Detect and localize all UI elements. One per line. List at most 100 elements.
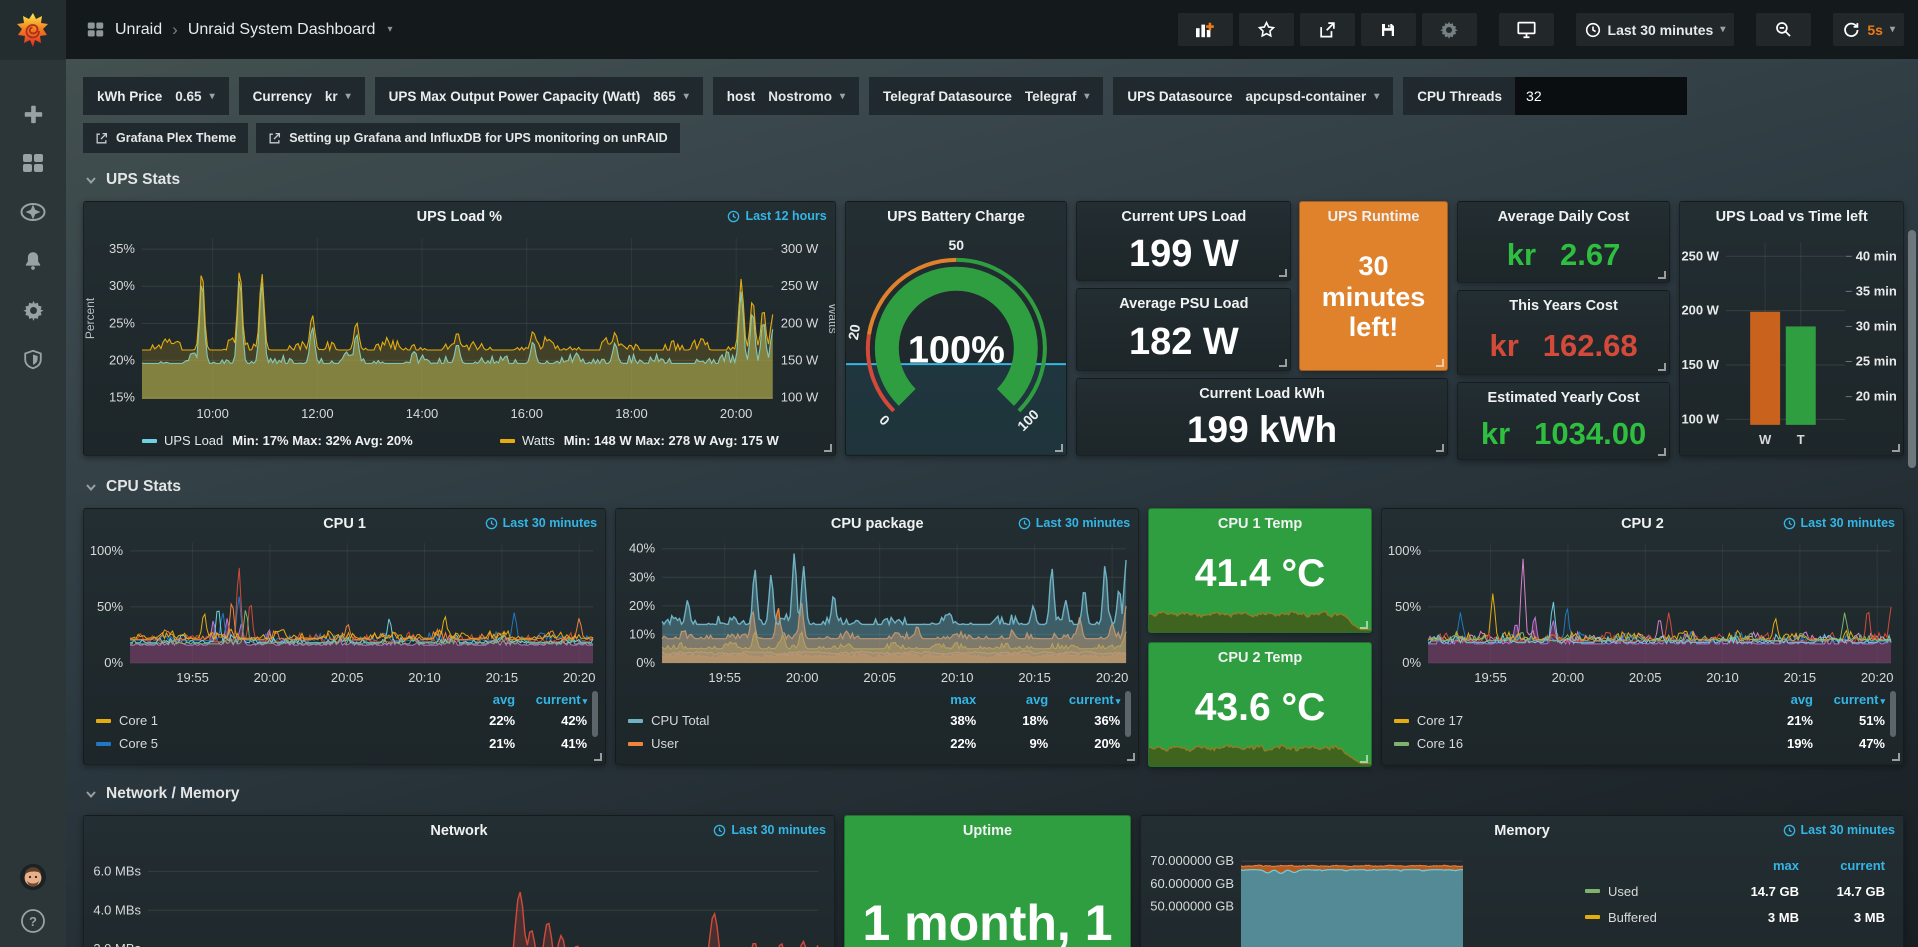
network-chart[interactable]: 6.0 MBs 4.0 MBs 2.0 MBs bbox=[84, 842, 834, 947]
time-picker-button[interactable]: Last 30 minutes ▾ bbox=[1575, 13, 1735, 46]
panel-title[interactable]: CPU 2 Temp bbox=[1217, 650, 1303, 666]
panel-title[interactable]: CPU 2 bbox=[1621, 516, 1664, 532]
server-admin-shield-icon[interactable] bbox=[19, 345, 47, 373]
panel-time-override[interactable]: Last 30 minutes bbox=[1783, 823, 1895, 837]
share-dashboard-button[interactable] bbox=[1299, 13, 1355, 46]
legend-series-name[interactable]: CPU Total bbox=[628, 713, 904, 728]
legend-sort-column[interactable]: max bbox=[1772, 857, 1799, 873]
panel-title[interactable]: Estimated Yearly Cost bbox=[1487, 390, 1640, 406]
settings-gear-icon[interactable] bbox=[19, 296, 47, 324]
panel-title[interactable]: CPU 1 bbox=[323, 516, 366, 532]
star-dashboard-button[interactable] bbox=[1238, 13, 1294, 46]
dashboard-dropdown-caret[interactable]: ▾ bbox=[387, 24, 393, 35]
svg-text:300 W: 300 W bbox=[781, 241, 819, 256]
panel-title[interactable]: UPS Battery Charge bbox=[887, 209, 1025, 225]
breadcrumb-dashboard-title[interactable]: Unraid System Dashboard bbox=[187, 20, 376, 38]
legend-scrollbar[interactable] bbox=[1890, 691, 1896, 737]
panel-title[interactable]: Average Daily Cost bbox=[1497, 209, 1630, 225]
legend-series-name[interactable]: Buffered bbox=[1584, 910, 1713, 925]
cpu1-chart[interactable]: 100% 50% 0% 19:55 20:00 20:05 20:10 20:15 20:20 bbox=[84, 535, 605, 689]
ups-load-vs-time-bars[interactable]: 250 W 200 W 150 W 100 W 40 min 35 min 30 min 25… bbox=[1680, 228, 1903, 455]
legend-sort-column[interactable]: current bbox=[1840, 857, 1885, 873]
zoom-out-button[interactable] bbox=[1756, 13, 1812, 46]
svg-text:19:55: 19:55 bbox=[1474, 670, 1507, 685]
dashboard-settings-button[interactable] bbox=[1421, 13, 1477, 46]
variable-value-dropdown[interactable]: Nostromo ▾ bbox=[768, 88, 846, 104]
dashboards-icon[interactable] bbox=[19, 149, 47, 177]
page-scrollbar[interactable] bbox=[1908, 230, 1916, 468]
cpu-package-chart[interactable]: 40% 30% 20% 10% 0% 19:55 20:00 20:05 20:10 20:15 2… bbox=[616, 535, 1138, 689]
section-header-cpu-stats[interactable]: CPU Stats bbox=[85, 478, 1904, 496]
add-panel-button[interactable] bbox=[1177, 13, 1233, 46]
legend-series-name[interactable]: Core 16 bbox=[1393, 736, 1741, 751]
panel-time-override[interactable]: Last 12 hours bbox=[727, 209, 827, 223]
svg-text:2.0 MBs: 2.0 MBs bbox=[93, 941, 141, 947]
section-header-network-memory[interactable]: Network / Memory bbox=[85, 785, 1904, 803]
dashboard-grid-icon bbox=[87, 22, 104, 37]
link-ups-monitoring-guide[interactable]: Setting up Grafana and InfluxDB for UPS … bbox=[256, 123, 680, 153]
panel-title[interactable]: CPU 1 Temp bbox=[1217, 516, 1303, 532]
legend-item[interactable]: Watts Min: 148 W Max: 278 W Avg: 175 W bbox=[499, 433, 779, 448]
refresh-interval-label[interactable]: 5s bbox=[1867, 21, 1883, 38]
panel-time-override[interactable]: Last 30 minutes bbox=[1018, 516, 1130, 530]
refresh-caret[interactable]: ▾ bbox=[1889, 24, 1895, 35]
panel-title[interactable]: Current UPS Load bbox=[1121, 209, 1247, 225]
panel-title[interactable]: Current Load kWh bbox=[1199, 386, 1325, 402]
panel-title[interactable]: UPS Load vs Time left bbox=[1715, 209, 1868, 225]
panel-title[interactable]: CPU package bbox=[830, 516, 924, 532]
panel-title[interactable]: Memory bbox=[1494, 823, 1550, 839]
legend-sort-column[interactable]: avg bbox=[1025, 691, 1049, 707]
legend-series-name[interactable]: User bbox=[628, 736, 904, 751]
memory-chart[interactable]: 70.000000 GB 60.000000 GB 50.000000 GB bbox=[1141, 842, 1903, 947]
variable-value-dropdown[interactable]: apcupsd-container ▾ bbox=[1245, 88, 1380, 104]
variable-value-dropdown[interactable]: Telegraf ▾ bbox=[1024, 88, 1090, 104]
legend-series-name[interactable]: Core 17 bbox=[1393, 713, 1741, 728]
panel-title[interactable]: Network bbox=[430, 823, 488, 839]
svg-text:200 W: 200 W bbox=[781, 315, 819, 330]
legend-sort-column[interactable]: avg bbox=[1790, 691, 1813, 707]
user-avatar[interactable] bbox=[19, 863, 47, 891]
explore-icon[interactable] bbox=[19, 198, 47, 226]
grafana-logo[interactable] bbox=[0, 0, 66, 60]
legend-scrollbar[interactable] bbox=[592, 691, 599, 737]
help-icon[interactable]: ? bbox=[19, 907, 47, 935]
svg-text:100%: 100% bbox=[1388, 543, 1422, 558]
refresh-button[interactable]: 5s ▾ bbox=[1833, 13, 1904, 46]
legend-sort-column[interactable]: current ▾ bbox=[535, 691, 588, 707]
legend-sort-column[interactable]: current ▾ bbox=[1833, 691, 1885, 707]
dashboard-links-row: Grafana Plex Theme Setting up Grafana an… bbox=[83, 123, 1904, 153]
variable-value-dropdown[interactable]: 0.65 ▾ bbox=[175, 88, 215, 104]
svg-text:30%: 30% bbox=[629, 569, 655, 584]
cpu-threads-input[interactable] bbox=[1515, 77, 1688, 115]
legend-series-name[interactable]: Core 5 bbox=[96, 736, 443, 751]
legend-scrollbar[interactable] bbox=[1125, 691, 1132, 737]
legend-series-name[interactable]: Used bbox=[1584, 884, 1713, 899]
svg-text:19:55: 19:55 bbox=[176, 670, 209, 685]
tv-cycle-button[interactable] bbox=[1498, 13, 1554, 46]
variable-label: UPS Max Output Power Capacity (Watt) bbox=[388, 88, 641, 104]
link-grafana-plex-theme[interactable]: Grafana Plex Theme bbox=[83, 123, 249, 153]
alerting-bell-icon[interactable] bbox=[19, 247, 47, 275]
cpu2-chart[interactable]: 100% 50% 0% 19:55 20:00 20:05 20:10 20:15 20:20 bbox=[1382, 535, 1903, 689]
legend-series-name[interactable]: Core 1 bbox=[96, 713, 443, 728]
panel-time-override[interactable]: Last 30 minutes bbox=[485, 516, 597, 530]
legend-sort-column[interactable]: current ▾ bbox=[1068, 691, 1121, 707]
legend-sort-column[interactable]: max bbox=[950, 691, 977, 707]
breadcrumb-folder[interactable]: Unraid bbox=[115, 20, 163, 38]
ups-load-chart[interactable]: 35% 300 W 30% 250 W 25% 200 W 20% 150 W 15% 100 W… bbox=[84, 228, 835, 425]
legend-item[interactable]: UPS Load Min: 17% Max: 32% Avg: 20% bbox=[142, 433, 413, 448]
panel-title[interactable]: Average PSU Load bbox=[1119, 296, 1249, 313]
panel-title[interactable]: Uptime bbox=[962, 823, 1013, 839]
variable-value-dropdown[interactable]: kr ▾ bbox=[324, 88, 351, 104]
section-header-ups-stats[interactable]: UPS Stats bbox=[85, 171, 1904, 189]
panel-title[interactable]: UPS Load % bbox=[416, 209, 503, 225]
add-icon[interactable] bbox=[19, 100, 47, 128]
panel-title[interactable]: This Years Cost bbox=[1509, 298, 1618, 314]
variable-value-dropdown[interactable]: 865 ▾ bbox=[653, 88, 689, 104]
save-dashboard-button[interactable] bbox=[1360, 13, 1416, 46]
panel-title[interactable]: UPS Runtime bbox=[1327, 209, 1420, 225]
panel-time-override[interactable]: Last 30 minutes bbox=[713, 823, 826, 837]
panel-time-override[interactable]: Last 30 minutes bbox=[1783, 516, 1895, 530]
legend-sort-column[interactable]: avg bbox=[492, 691, 516, 707]
